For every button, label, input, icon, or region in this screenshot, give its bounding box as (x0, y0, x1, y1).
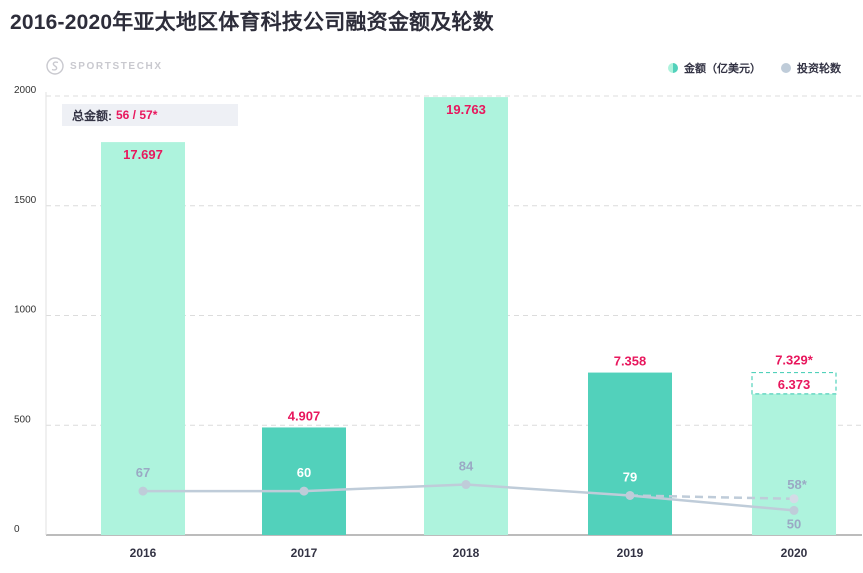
y-tick-label: 2000 (14, 85, 37, 96)
bar-value-label: 17.697 (123, 147, 163, 162)
projection-value-label: 7.329* (775, 353, 814, 368)
total-value: 56 / 57* (116, 108, 158, 122)
bar-value-label: 6.373 (778, 377, 811, 392)
rounds-point (789, 505, 799, 515)
rounds-value-label: 79 (623, 469, 637, 484)
rounds-point (625, 490, 635, 500)
legend-item-amount: 金额（亿美元） (668, 60, 761, 76)
x-category-label: 2016 (130, 546, 157, 560)
x-category-label: 2019 (617, 546, 644, 560)
legend: 金额（亿美元） 投资轮数 (668, 60, 841, 76)
rounds-value-label: 84 (459, 459, 474, 474)
rounds-projection-point (789, 494, 799, 504)
bars: 17.697 4.907 19.763 7.358 6.373 7.329* (101, 97, 837, 535)
y-tick-label: 500 (14, 414, 31, 425)
y-tick-label: 0 (14, 524, 20, 535)
rounds-point (299, 486, 309, 496)
total-label: 总金额: (72, 108, 112, 123)
rounds-projection-label: 58* (787, 477, 807, 492)
rounds-value-label: 50 (787, 516, 801, 531)
legend-item-rounds: 投资轮数 (781, 60, 841, 76)
bar-2017 (262, 427, 346, 535)
x-category-label: 2020 (781, 546, 808, 560)
chart-title: 2016-2020年亚太地区体育科技公司融资金额及轮数 (10, 11, 494, 34)
bar-2018 (424, 97, 508, 535)
projection-box (751, 371, 837, 395)
x-category-label: 2018 (453, 546, 480, 560)
watermark-text: SPORTSTECHX (70, 60, 163, 72)
x-axis-categories: 2016 2017 2018 2019 2020 (130, 546, 808, 560)
rounds-line: 67 60 84 79 50 58* (136, 459, 808, 532)
legend-label-rounds: 投资轮数 (797, 63, 841, 75)
bar-2016 (101, 142, 185, 535)
sportstechx-logo-icon (46, 57, 64, 75)
legend-label-amount: 金额（亿美元） (684, 63, 761, 75)
bar-value-label: 4.907 (288, 408, 321, 423)
rounds-point (461, 480, 471, 490)
y-tick-label: 1500 (14, 195, 37, 206)
rounds-value-label: 67 (136, 465, 150, 480)
y-axis-ticks: 0 500 1000 1500 2000 (14, 85, 37, 535)
rounds-value-label: 60 (297, 465, 311, 480)
x-category-label: 2017 (291, 546, 318, 560)
bar-value-label: 19.763 (446, 102, 486, 117)
y-tick-label: 1000 (14, 305, 37, 316)
total-amount-box: 总金额: 56 / 57* (62, 104, 238, 126)
bar-value-label: 7.358 (614, 354, 647, 369)
rounds-projection-line (629, 494, 795, 501)
bar-2019 (588, 372, 672, 535)
half-circle-swatch-icon (668, 63, 678, 73)
sportstechx-watermark: SPORTSTECHX (46, 57, 163, 75)
circle-swatch-icon (781, 63, 791, 73)
rounds-point (138, 486, 148, 496)
